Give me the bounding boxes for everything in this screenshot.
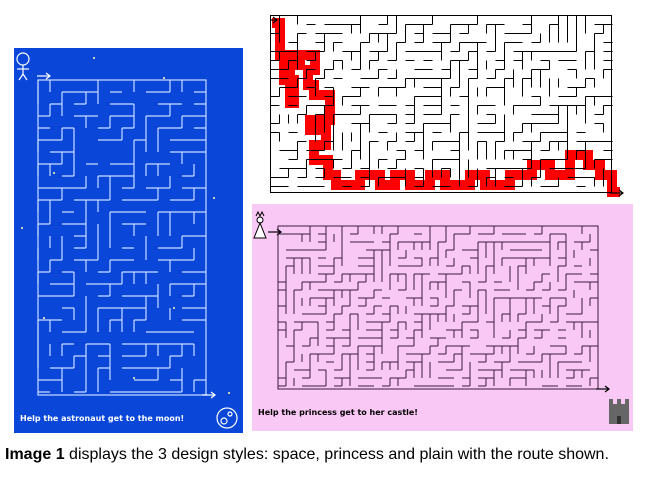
castle-icon — [609, 399, 629, 424]
plain-maze-panel — [270, 15, 624, 198]
princess-icon — [253, 210, 267, 239]
start-arrow-icon — [270, 16, 278, 24]
princess-maze-panel: Help the princess get to her castle! — [252, 204, 633, 431]
figure-caption: Image 1 displays the 3 design styles: sp… — [5, 446, 650, 464]
princess-caption: Help the princess get to her castle! — [258, 408, 418, 417]
moon-icon — [216, 407, 238, 429]
finish-arrow-icon — [596, 385, 610, 393]
stars — [21, 57, 230, 394]
caption-text: displays the 3 design styles: space, pri… — [64, 446, 609, 463]
start-arrow-icon — [37, 72, 51, 80]
space-caption: Help the astronaut get to the moon! — [20, 414, 184, 423]
finish-arrow-icon — [202, 391, 216, 399]
astronaut-icon — [16, 52, 30, 81]
space-maze-panel: Help the astronaut get to the moon! — [14, 48, 243, 433]
caption-label: Image 1 — [5, 446, 65, 463]
solution-route — [272, 18, 620, 197]
finish-arrow-icon — [610, 189, 624, 197]
